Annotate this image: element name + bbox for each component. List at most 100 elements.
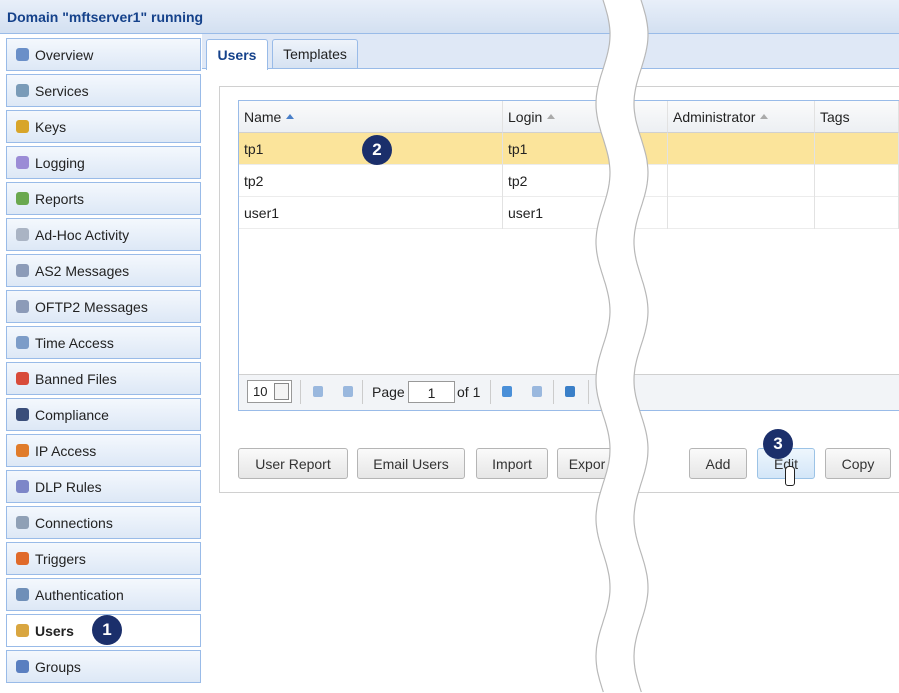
cursor-hand <box>785 466 795 486</box>
item-label: Time Access <box>35 334 114 351</box>
sidebar-item[interactable]: Banned Files <box>6 362 201 395</box>
item-icon <box>16 660 29 673</box>
table-cell: tp1 <box>239 133 503 165</box>
sidebar-item[interactable]: OFTP2 Messages <box>6 290 201 323</box>
sidebar-item[interactable]: DLP Rules <box>6 470 201 503</box>
header-label: Tags <box>820 108 850 125</box>
item-label: Overview <box>35 46 94 63</box>
item-icon <box>16 120 29 133</box>
item-label: Triggers <box>35 550 86 567</box>
sidebar-item[interactable]: Logging <box>6 146 201 179</box>
item-label: Connections <box>35 514 113 531</box>
sidebar-item[interactable]: Services <box>6 74 201 107</box>
item-icon <box>16 84 29 97</box>
column-header[interactable]: Tags <box>815 101 899 133</box>
sidebar-item[interactable]: Reports <box>6 182 201 215</box>
item-icon <box>16 336 29 349</box>
table-cell: user1 <box>503 197 668 229</box>
button[interactable]: Import <box>476 448 548 479</box>
tear-edge <box>633 0 649 693</box>
item-label: IP Access <box>35 442 97 459</box>
sidebar-item[interactable]: AS2 Messages <box>6 254 201 287</box>
sidebar-item[interactable]: Triggers <box>6 542 201 575</box>
item-label: Groups <box>35 658 81 675</box>
item-icon <box>16 372 29 385</box>
item-icon <box>16 516 29 529</box>
title-bar: Domain "mftserver1" running <box>0 0 899 34</box>
column-header[interactable]: Administrator <box>668 101 815 133</box>
table-cell: tp2 <box>239 165 503 197</box>
pager-button[interactable] <box>502 386 512 397</box>
separator <box>362 380 363 404</box>
button[interactable]: Email Users <box>357 448 465 479</box>
item-label: AS2 Messages <box>35 262 130 279</box>
sort-icon <box>760 114 769 119</box>
table-cell <box>668 133 815 165</box>
item-label: OFTP2 Messages <box>35 298 148 315</box>
pager-button[interactable] <box>343 386 353 397</box>
item-label: Keys <box>35 118 67 135</box>
callout: 2 <box>362 135 392 165</box>
item-icon <box>16 408 29 421</box>
page-count: of 1 <box>457 384 481 400</box>
sidebar-item[interactable]: Compliance <box>6 398 201 431</box>
sidebar-item[interactable]: Keys <box>6 110 201 143</box>
button[interactable]: User Report <box>238 448 348 479</box>
item-label: Compliance <box>35 406 109 423</box>
sidebar-item[interactable]: Authentication <box>6 578 201 611</box>
separator <box>300 380 301 404</box>
item-icon <box>16 48 29 61</box>
separator <box>490 380 491 404</box>
page-size: 10 <box>253 384 268 399</box>
column-header[interactable]: Login <box>503 101 668 133</box>
item-icon <box>16 192 29 205</box>
table-cell: tp2 <box>503 165 668 197</box>
table-cell: user1 <box>239 197 503 229</box>
tab[interactable]: Templates <box>272 39 358 68</box>
item-label: Users <box>35 622 74 639</box>
item-icon <box>16 552 29 565</box>
sidebar-item[interactable]: Ad-Hoc Activity <box>6 218 201 251</box>
tear-edge <box>595 0 611 693</box>
page-input[interactable]: 1 <box>408 381 455 403</box>
tab[interactable]: Users <box>206 39 268 70</box>
item-icon <box>16 588 29 601</box>
item-label: Banned Files <box>35 370 117 387</box>
sort-icon <box>286 114 295 119</box>
table-row[interactable] <box>239 133 899 165</box>
item-label: Services <box>35 82 89 99</box>
panel <box>219 86 899 493</box>
item-icon <box>16 228 29 241</box>
item-icon <box>16 156 29 169</box>
sidebar-item[interactable]: Time Access <box>6 326 201 359</box>
item-label: Logging <box>35 154 85 171</box>
pager-button[interactable] <box>565 386 575 397</box>
item-icon <box>16 300 29 313</box>
item-label: Ad-Hoc Activity <box>35 226 130 243</box>
table-cell <box>668 165 815 197</box>
dropdown-arrow[interactable] <box>274 383 289 400</box>
sidebar-item[interactable]: IP Access <box>6 434 201 467</box>
item-label: Reports <box>35 190 85 207</box>
sidebar-item[interactable]: Overview <box>6 38 201 71</box>
tear-gap <box>596 0 648 692</box>
table-cell <box>668 197 815 229</box>
table-row[interactable] <box>239 197 899 229</box>
header-label: Name <box>244 108 282 125</box>
pager-button[interactable] <box>313 386 323 397</box>
table-row[interactable] <box>239 165 899 197</box>
sidebar-item[interactable]: Groups <box>6 650 201 683</box>
item-label: Authentication <box>35 586 124 603</box>
pager-button[interactable] <box>532 386 542 397</box>
item-icon <box>16 264 29 277</box>
sort-icon <box>547 114 556 119</box>
sidebar-item[interactable]: Connections <box>6 506 201 539</box>
item-icon <box>16 444 29 457</box>
separator <box>553 380 554 404</box>
button[interactable]: Add <box>689 448 747 479</box>
button[interactable]: Copy <box>825 448 891 479</box>
column-header[interactable]: Name <box>239 101 503 133</box>
item-label: DLP Rules <box>35 478 102 495</box>
item-icon <box>16 480 29 493</box>
